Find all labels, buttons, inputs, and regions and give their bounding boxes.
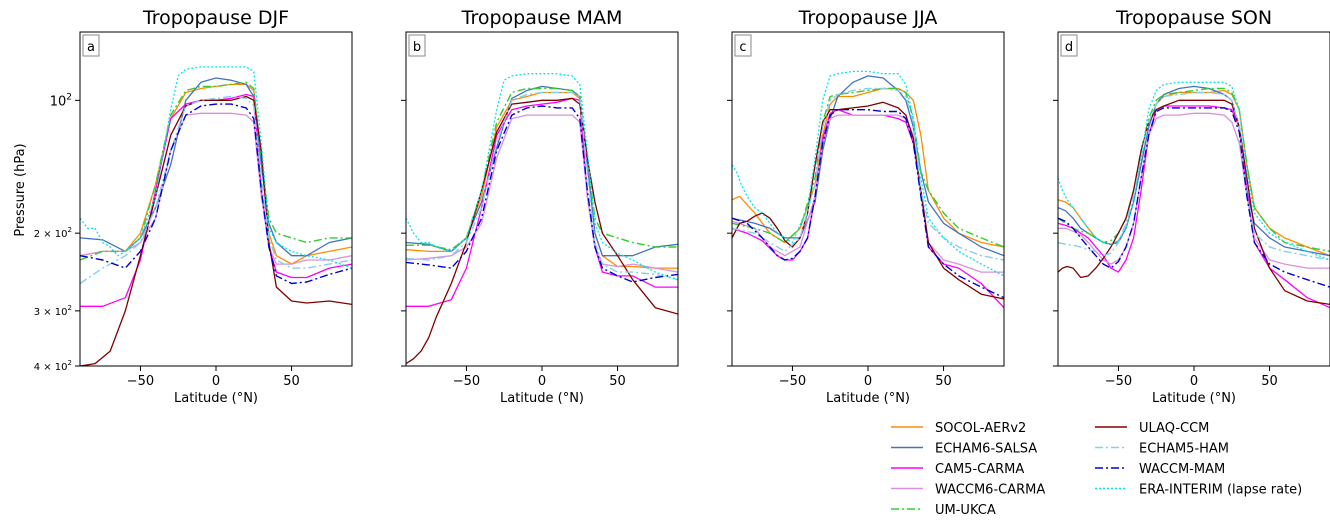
- y-axis-label: Pressure (hPa): [13, 143, 28, 236]
- x-tick-label: 50: [935, 374, 952, 389]
- panel-title: Tropopause JJA: [798, 7, 938, 29]
- legend-label: UM-UKCA: [935, 503, 996, 518]
- series-line-echam5-ham: [1058, 91, 1330, 261]
- series-line-ulaq-ccm: [406, 97, 678, 365]
- series-line-um-ukca: [80, 81, 352, 261]
- x-axis-label: Latitude (°N): [1152, 391, 1236, 406]
- legend-entry-era-interim-lapse-rate: ERA-INTERIM (lapse rate): [1095, 483, 1302, 498]
- legend-entry-ulaq-ccm: ULAQ-CCM: [1095, 421, 1209, 436]
- legend-label: ERA-INTERIM (lapse rate): [1139, 483, 1302, 498]
- x-tick-label: 50: [283, 374, 300, 389]
- series-line-ulaq-ccm: [80, 95, 352, 366]
- legend-label: ECHAM5-HAM: [1139, 442, 1229, 457]
- panel-letter: d: [1065, 40, 1073, 55]
- series-line-waccm-mam: [1058, 107, 1330, 288]
- legend-entry-socol-aerv2: SOCOL-AERv2: [891, 421, 1026, 436]
- series-line-um-ukca: [732, 87, 1004, 248]
- series-line-echam6-salsa: [406, 85, 678, 257]
- series-line-cam5-carma: [80, 93, 352, 307]
- series-line-echam6-salsa: [732, 75, 1004, 257]
- legend-entry-cam5-carma: CAM5-CARMA: [891, 462, 1024, 477]
- y-tick-label: 2 × 102: [34, 226, 72, 240]
- panel-letter: a: [87, 40, 95, 55]
- legend-label: ULAQ-CCM: [1139, 421, 1209, 436]
- x-axis-label: Latitude (°N): [500, 391, 584, 406]
- series-group: [80, 66, 352, 366]
- panel-letter: b: [413, 40, 421, 55]
- series-line-era-interim-lapse-rate: [80, 66, 352, 269]
- x-tick-label: −50: [453, 374, 480, 389]
- panel-title: Tropopause DJF: [142, 7, 289, 29]
- series-line-socol-aerv2: [732, 87, 1004, 248]
- legend-entry-waccm-mam: WACCM-MAM: [1095, 462, 1225, 477]
- legend: SOCOL-AERv2 ECHAM6-SALSA CAM5-CARMA WACCM6-…: [891, 421, 1302, 518]
- series-line-cam5-carma: [406, 97, 678, 307]
- series-line-echam5-ham: [80, 95, 352, 285]
- series-line-um-ukca: [406, 87, 678, 251]
- series-line-era-interim-lapse-rate: [732, 70, 1004, 277]
- series-group: [406, 73, 678, 365]
- x-tick-label: 50: [609, 374, 626, 389]
- y-tick-label: 4 × 102: [34, 359, 72, 373]
- panel-letter: c: [739, 40, 746, 55]
- legend-label: WACCM-MAM: [1139, 462, 1225, 477]
- legend-entry-echam5-ham: ECHAM5-HAM: [1095, 442, 1229, 457]
- x-tick-label: −50: [779, 374, 806, 389]
- y-tick-label: 3 × 102: [34, 304, 72, 318]
- series-line-waccm-mam: [80, 103, 352, 285]
- series-line-cam5-carma: [1058, 105, 1330, 309]
- legend-entry-um-ukca: UM-UKCA: [891, 503, 996, 518]
- series-line-echam6-salsa: [1058, 85, 1330, 257]
- legend-entry-echam6-salsa: ECHAM6-SALSA: [891, 442, 1037, 457]
- series-line-ulaq-ccm: [1058, 99, 1330, 306]
- x-tick-label: −50: [1105, 374, 1132, 389]
- series-line-echam5-ham: [406, 91, 678, 281]
- legend-label: SOCOL-AERv2: [935, 421, 1026, 436]
- legend-label: WACCM6-CARMA: [935, 483, 1045, 498]
- x-tick-label: −50: [127, 374, 154, 389]
- x-axis-label: Latitude (°N): [174, 391, 258, 406]
- x-tick-label: 0: [864, 374, 872, 389]
- plot-frame: [731, 31, 1005, 367]
- series-line-echam5-ham: [732, 87, 1004, 261]
- series-line-waccm6-carma: [732, 114, 1004, 273]
- series-group: [732, 70, 1004, 309]
- legend-entry-waccm6-carma: WACCM6-CARMA: [891, 483, 1045, 498]
- x-tick-label: 0: [1190, 374, 1198, 389]
- panel-letter-box: [82, 34, 100, 57]
- series-line-socol-aerv2: [80, 83, 352, 265]
- y-tick-label: 102: [50, 92, 72, 109]
- panel-title: Tropopause SON: [1115, 7, 1272, 29]
- series-line-waccm-mam: [732, 108, 1004, 299]
- panel-letter-box: [734, 34, 752, 57]
- panel-c: Tropopause JJA c −50 0 50 Latitude (°N): [727, 7, 1005, 406]
- panel-letter-box: [408, 34, 426, 57]
- panel-letter-box: [1060, 34, 1078, 57]
- panel-a: Tropopause DJF a −50 0 50 Latitude (°N) 102 2 ×…: [34, 7, 353, 406]
- series-line-socol-aerv2: [406, 91, 678, 269]
- panel-b: Tropopause MAM b −50 0 50 Latitude (°N): [401, 7, 679, 406]
- legend-label: ECHAM6-SALSA: [935, 442, 1037, 457]
- x-tick-label: 50: [1261, 374, 1278, 389]
- x-axis-label: Latitude (°N): [826, 391, 910, 406]
- plot-frame: [79, 31, 353, 367]
- panel-title: Tropopause MAM: [461, 7, 623, 29]
- series-line-socol-aerv2: [1058, 89, 1330, 257]
- series-line-um-ukca: [1058, 87, 1330, 253]
- panel-d: Tropopause SON d −50 0 50 Latitude (°N): [1053, 7, 1330, 406]
- series-line-ulaq-ccm: [732, 101, 1004, 300]
- series-line-era-interim-lapse-rate: [1058, 81, 1330, 261]
- series-line-waccm6-carma: [80, 112, 352, 265]
- series-line-waccm6-carma: [406, 114, 678, 273]
- x-tick-label: 0: [212, 374, 220, 389]
- plot-frame: [405, 31, 679, 367]
- series-group: [1058, 81, 1330, 309]
- legend-label: CAM5-CARMA: [935, 462, 1024, 477]
- x-tick-label: 0: [538, 374, 546, 389]
- panels: Tropopause DJF a −50 0 50 Latitude (°N) 102 2 ×…: [34, 7, 1330, 406]
- series-line-waccm-mam: [406, 105, 678, 283]
